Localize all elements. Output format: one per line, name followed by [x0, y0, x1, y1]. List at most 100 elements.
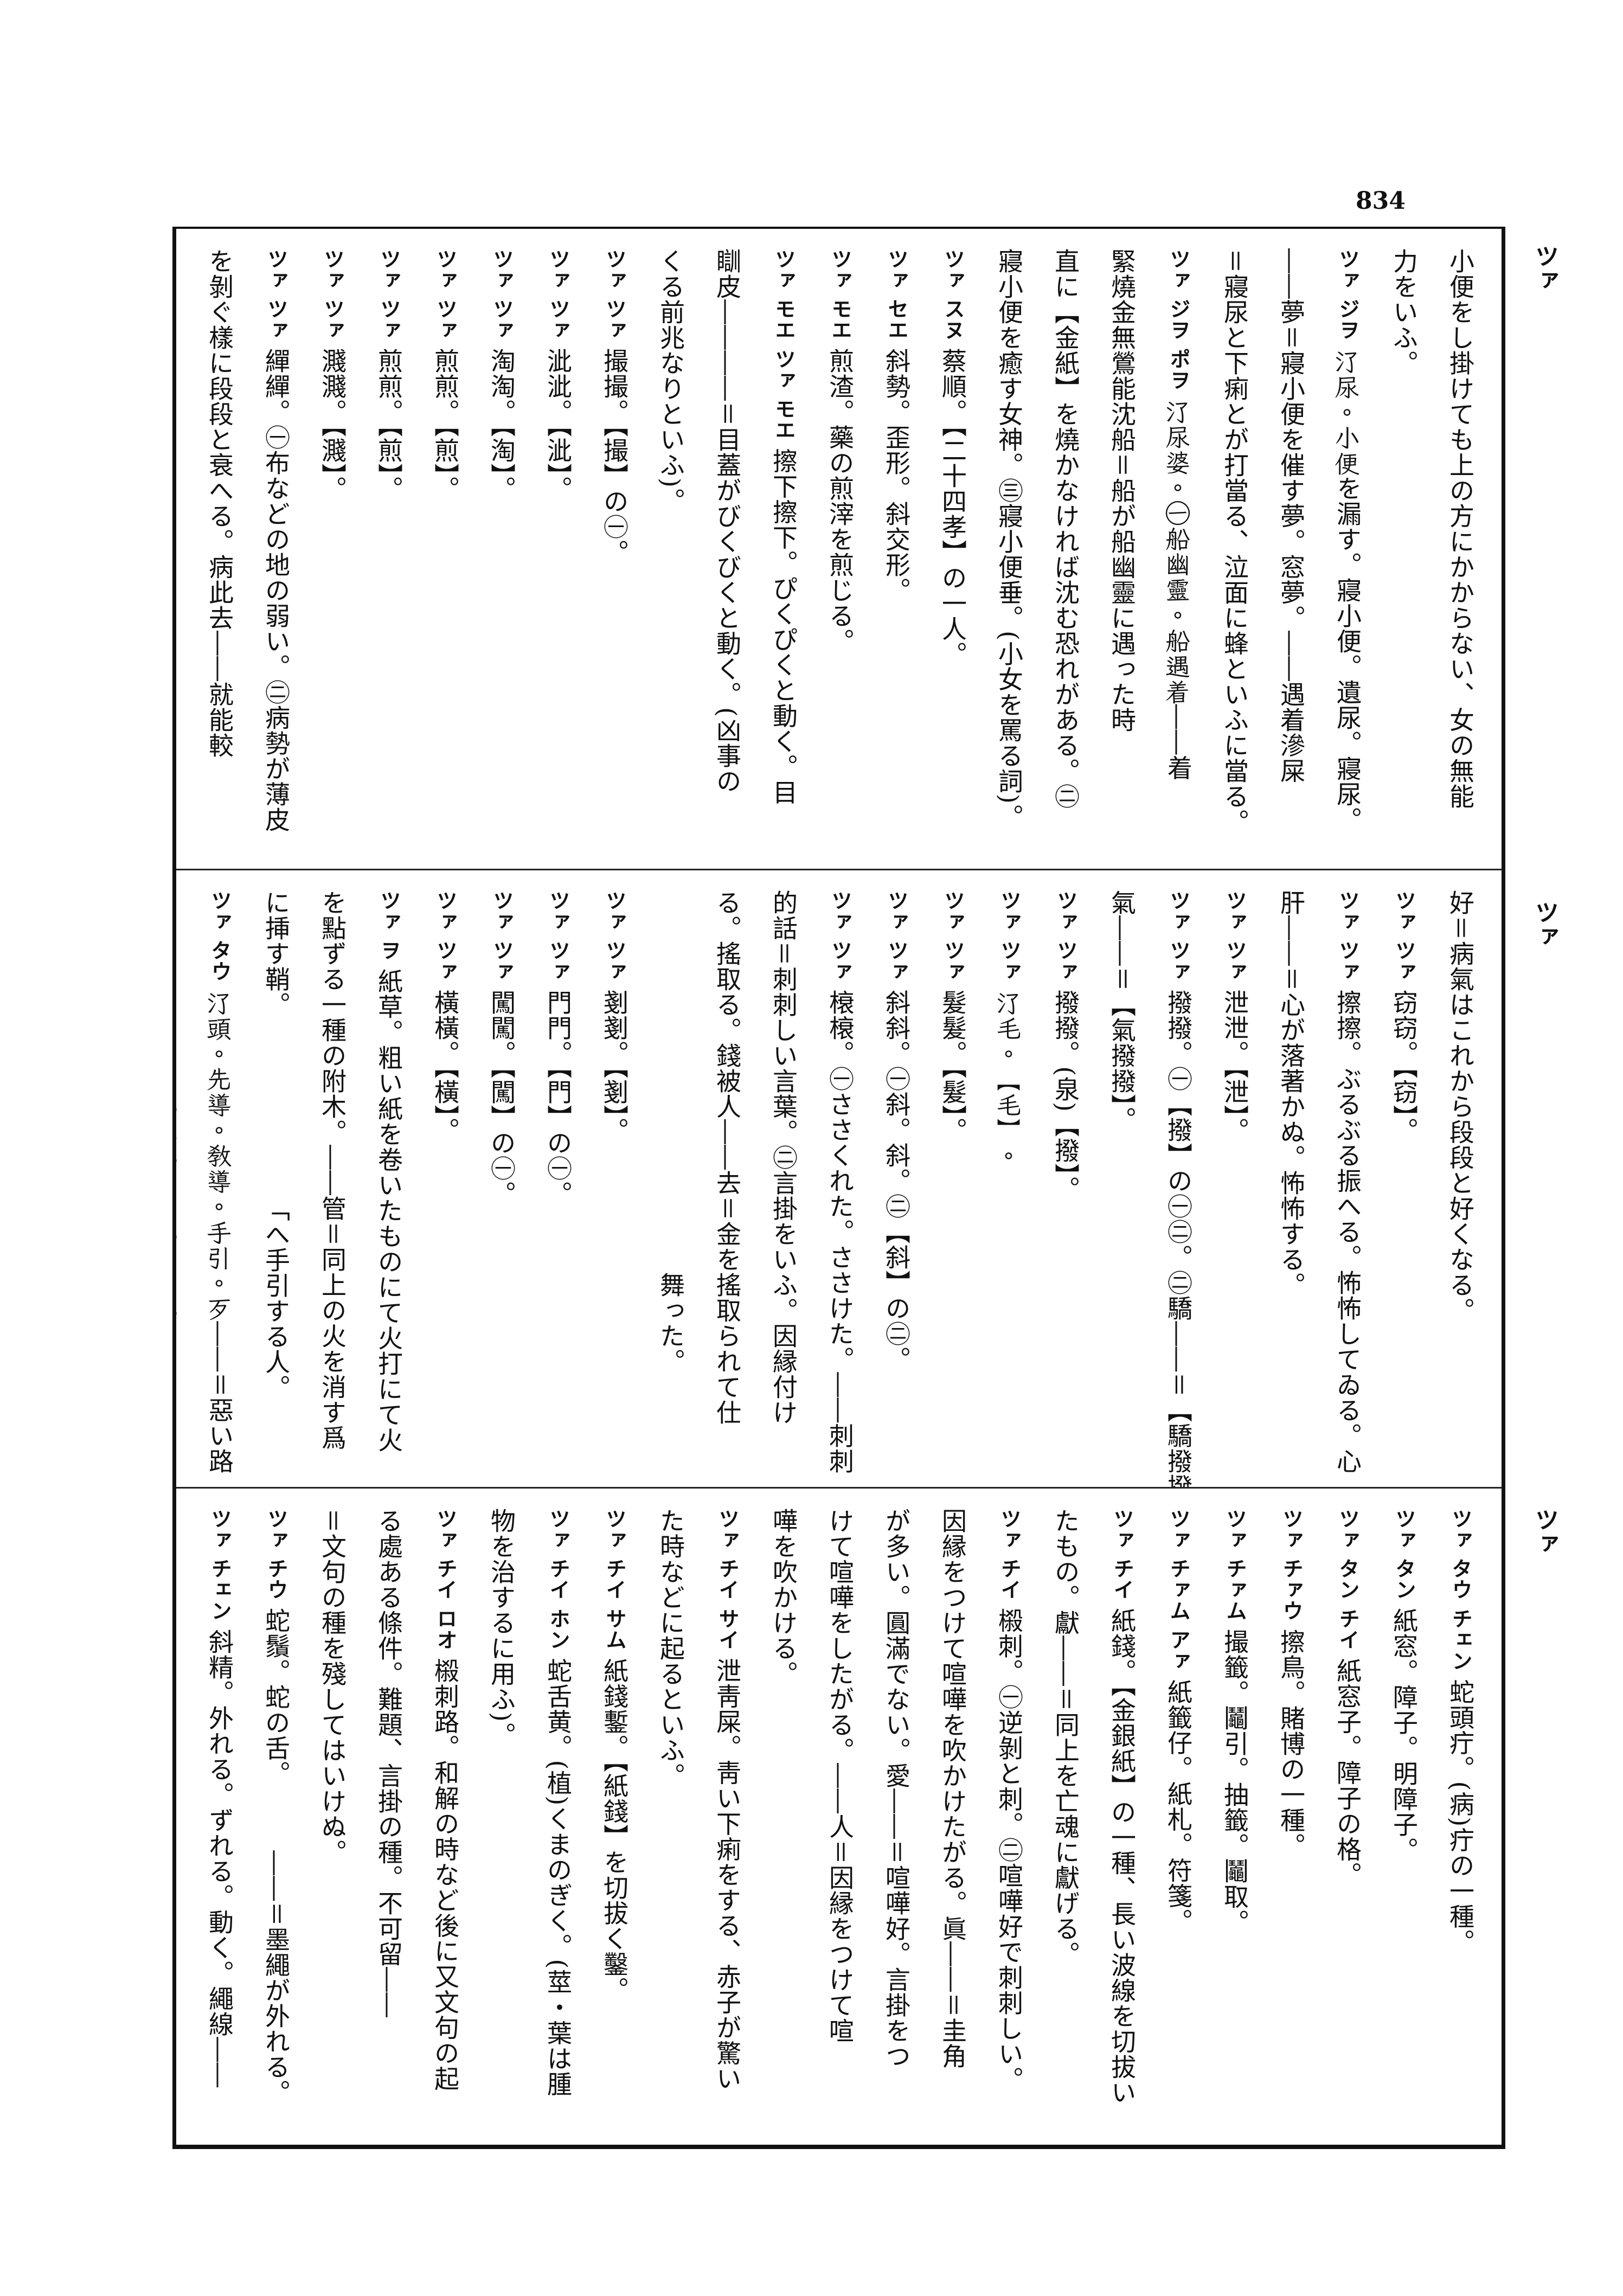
margin-index-label: ツァ — [1531, 244, 1558, 292]
dictionary-entry: ツァ ツァ濺濺。【濺】。 — [304, 248, 361, 858]
entry-reading: ツァ ツァ — [1054, 890, 1077, 983]
entry-reading: ツァ ツァ — [828, 890, 852, 983]
entry-continuation-line: 直に【金紙】を燒かなければ沈む恐れがある。㊁ — [1037, 248, 1094, 858]
entry-text: 斜精。外れる。ずれる。動く。繩線―― — [205, 1629, 234, 2088]
entry-text: 撮籤。鬮引。抽籤。鬮取。 — [1220, 1629, 1249, 1935]
entry-reading: ツァ チイ サイ — [715, 1508, 739, 1651]
entry-reading: ツァ ジヲ ポヲ — [1166, 248, 1190, 391]
entry-continuation-line: けて喧嘩をしたがる。――人＝因縁をつけて喧 — [812, 1508, 868, 2136]
entry-reading: ツァ ツァ — [490, 248, 514, 341]
dictionary-entry: ツァ チァム撮籤。鬮引。抽籤。鬮取。 — [1207, 1508, 1263, 2136]
entry-text: 小便をし掛けても上の方にかからない、女の無能 — [1446, 248, 1475, 809]
dictionary-section-top: 小便をし掛けても上の方にかからない、女の無能 力をいふ。 ツァ ジヲ 𣱾尿。小便を漏す… — [176, 229, 1502, 869]
entry-text: 的話＝刺刺しい言葉。㊁言掛をいふ。因縁付け — [769, 890, 798, 1425]
entry-continuation-line: 好＝病氣はこれから段段と好くなる。 — [1432, 890, 1489, 1476]
entry-text: 斜勢。歪形。斜交形。 — [882, 348, 911, 604]
entry-reading: ツァ ツァ — [433, 890, 457, 983]
dictionary-entry: ツァ ツァ窃窃。【窃】。 — [1376, 890, 1432, 1476]
entry-text: 紙籤仔。紙札。符箋。 — [1164, 1679, 1193, 1934]
entry-text: 榝刺路。和解の時など後に又文句の起 — [431, 1658, 460, 2092]
entry-text: 擦擦。ぶるぶる振へる。怖怖してゐる。心 — [1333, 990, 1362, 1474]
dictionary-entry: ツァ チェン斜精。外れる。ずれる。動く。繩線―― — [191, 1508, 248, 2136]
dictionary-entry: ツァ ツァ橫橫。【橫】。 — [417, 890, 473, 1476]
entry-text: 門門。【門】の㊀。 — [543, 990, 573, 1207]
entry-text: くる前兆なりといふ)。 — [656, 248, 685, 514]
entry-text: 撥撥。㊀【撥】の㊀㊁。㊁驕――＝【驕撥撥】。 — [1164, 990, 1193, 1487]
entry-reading: ツァ チァム アァ — [1166, 1508, 1190, 1672]
entry-reading: ツァ タウ チェン — [1448, 1508, 1472, 1672]
entry-text: ――夢＝寢小便を催す夢。窓夢。――遇着滲屎 — [1276, 248, 1306, 784]
entry-text: 撥撥。(泉)【撥】。 — [1051, 990, 1080, 1202]
entry-reading: ツァ ツァ — [546, 890, 570, 983]
entry-text: ＝寢尿と下痢とが打當る、泣面に蜂といふに當る。 — [1220, 248, 1249, 835]
entry-reading: ツァ チイ サム — [602, 1508, 626, 1651]
entry-continuation-line: 氣――＝【氣撥撥】。 — [1094, 890, 1150, 1476]
entry-reading: ツァ ツァ — [490, 890, 514, 983]
entry-text: 剗剗。【剗】。 — [600, 990, 629, 1144]
entry-continuation-line: 瞓皮――――＝目蓋がびくびくと動く。(凶事の — [699, 248, 755, 858]
dictionary-entry: ツァ ヲ紙草。粗い紙を卷いたものにて火打にて火 — [361, 890, 417, 1476]
dictionary-entry: ツァ ツァ撮撮。【撮】の㊀。 — [586, 248, 643, 858]
dictionary-entry: ツァ ツァ撥撥。㊀【撥】の㊀㊁。㊁驕――＝【驕撥撥】。 — [1150, 890, 1207, 1487]
entry-text: 橫橫。【橫】。 — [431, 990, 460, 1144]
entry-text: 力をいふ。 — [1389, 248, 1419, 376]
dictionary-entry: ツァ ツァ榱榱。㊀ささくれた。ささけた。――刺刺 — [812, 890, 868, 1476]
dictionary-entry: ツァ タウ ツァ ベエ紙頭紙尾。紙切。紙の切端。 — [176, 890, 191, 1476]
entry-text: 闖闖。【闖】の㊀。 — [487, 990, 516, 1207]
entry-continuation-line: 力をいふ。 — [1376, 248, 1432, 858]
entry-reading: ツァ チウ — [264, 1508, 288, 1601]
entry-reading: ツァ ツァ — [433, 248, 457, 341]
dictionary-section-middle: 好＝病氣はこれから段段と好くなる。 ツァ ツァ窃窃。【窃】。 ツァ ツァ擦擦。ぶるぶ… — [176, 869, 1502, 1487]
entry-text: たもの。獻――＝同上を亡魂に獻げる。 — [1051, 1508, 1080, 1967]
entry-reading: ツァ ツァ — [264, 248, 288, 341]
entry-text: 寢小便を癒す女神。㊂寢小便垂。(小女を罵る詞)。 — [995, 248, 1024, 830]
entry-continuation-line: に挿す鞘。 「へ手引する人。 — [248, 890, 304, 1476]
entry-reading: ツァ ジヲ — [1336, 248, 1359, 341]
entry-continuation-line: 緊燒金無鶯能沈船＝船が船幽靈に遇った時 — [1094, 248, 1150, 858]
entry-reading: ツァ モエ ツァ モエ — [772, 248, 796, 441]
entry-continuation-line: 寢小便を癒す女神。㊂寢小便垂。(小女を罵る詞)。 — [981, 248, 1037, 858]
entry-text: が多い。圓滿でない。愛――＝喧嘩好。言掛をつ — [882, 1508, 911, 2069]
entry-text: 煎煎。【煎】。 — [374, 348, 403, 502]
entry-reading: ツァ ツァ — [602, 248, 626, 341]
entry-reading: ツァ チェン — [208, 1508, 232, 1622]
entry-continuation-line: を點ずる一種の附木。――管＝同上の火を消す爲 — [304, 890, 361, 1476]
dictionary-entry: ツァ チウ蛇鬚。蛇の舌。 ――＝墨繩が外れる。 — [248, 1508, 304, 2136]
entry-text: 繟繟。㊀布などの地の弱い。㊁病勢が薄皮 — [261, 348, 291, 833]
entry-continuation-line: 物を治するに用ふ)。 — [473, 1508, 530, 2136]
entry-continuation-line: た時などに起るといふ。 — [643, 1508, 699, 2136]
entry-text: 榱榱。㊀ささくれた。ささけた。――刺刺 — [825, 990, 855, 1474]
dictionary-entry: ツァ ジヲ 𣱾尿。小便を漏す。寢小便。遺尿。寢尿。 — [1319, 248, 1376, 858]
margin-index-label: ツァ — [1531, 1508, 1558, 1555]
entry-continuation-line: ――夢＝寢小便を催す夢。窓夢。――遇着滲屎 — [1263, 248, 1319, 858]
entry-text: た時などに起るといふ。 — [656, 1508, 685, 1788]
entry-reading: ツァ セエ — [884, 248, 908, 341]
entry-text: 泚泚。【泚】。 — [543, 348, 573, 502]
entry-text: 榝刺。㊀逆剝と刺。㊁喧嘩好で刺刺しい。 — [995, 1608, 1024, 2093]
entry-text: 紙窓。障子。明障子。 — [1389, 1608, 1419, 1863]
dictionary-entry: ツァ ツァ煎煎。【煎】。 — [417, 248, 473, 858]
entry-text: 紙頭紙尾。紙切。紙の切端。 — [176, 1089, 178, 1421]
dictionary-entry: ツァ ツァ剗剗。【剗】。 — [586, 890, 643, 1476]
dictionary-entry: ツァ ツァ門門。【門】の㊀。 — [530, 890, 586, 1476]
entry-continuation-line: 嘩を吹かける。 — [755, 1508, 812, 2136]
entry-continuation-line: 的話＝刺刺しい言葉。㊁言掛をいふ。因縁付け — [755, 890, 812, 1476]
entry-text: 好＝病氣はこれから段段と好くなる。 — [1446, 890, 1475, 1323]
dictionary-entry: ツァ チイ ロオ榝刺路。和解の時など後に又文句の起 — [417, 1508, 473, 2136]
entry-continuation-line: くる前兆なりといふ)。 — [643, 248, 699, 858]
dictionary-entry: ツァ チイ サム紙錢鏨。【紙錢】を切拔く鑿。 — [586, 1508, 643, 2136]
entry-text: を剝ぐ樣に段段と衰へる。病此去――就能較 — [205, 248, 234, 758]
entry-reading: ツァ タウ ツァ ベエ — [176, 890, 191, 1082]
entry-reading: ツァ チイ — [997, 1508, 1021, 1601]
entry-text: 撮撮。【撮】の㊀。 — [600, 348, 629, 566]
entry-reading: ツァ ツァ — [602, 890, 626, 983]
entry-text: 蛇頭疔。(病)疔の一種。 — [1446, 1679, 1475, 1955]
entry-reading: ツァ チイ — [1110, 1508, 1134, 1601]
entry-text: 蛇鬚。蛇の舌。 ――＝墨繩が外れる。 — [261, 1608, 291, 2106]
entry-text: 瞓皮――――＝目蓋がびくびくと動く。(凶事の — [713, 248, 742, 794]
entry-text: 舞った。 — [656, 890, 685, 1374]
entry-text: 濺濺。【濺】。 — [318, 348, 347, 502]
entry-text: 煎渣。藥の煎滓を煎じる。 — [825, 348, 855, 655]
dictionary-entry: ツァ ツァ斜斜。㊀斜。斜。㊁【斜】の㊁。 — [868, 890, 925, 1476]
entry-text: 𣱾毛。【毛】。 — [995, 990, 1024, 1169]
